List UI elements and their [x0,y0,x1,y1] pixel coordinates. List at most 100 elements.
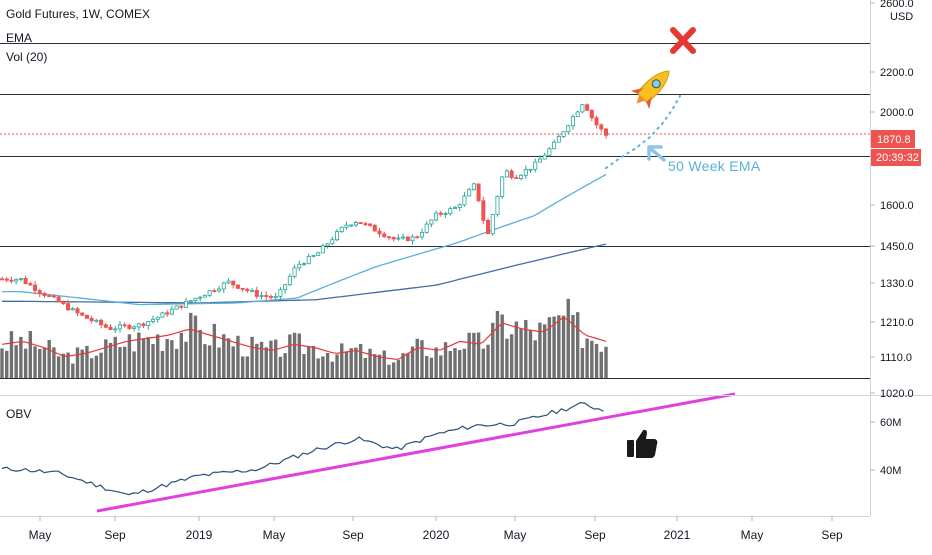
candle-body [198,296,203,299]
volume-bar [28,331,33,378]
candle-body [382,233,387,238]
candle-body [268,296,273,298]
volume-bar [519,328,523,378]
candle-body [476,183,481,202]
volume-bar [524,319,528,378]
volume-bar [47,339,51,378]
candle-body [368,223,373,226]
volume-bar [189,312,193,378]
candle-body [146,321,151,327]
volume-bar [217,347,221,378]
candle-body [424,223,429,233]
candle-body [9,279,14,282]
obv-trendline[interactable] [96,392,736,513]
horizontal-levels[interactable] [0,43,870,379]
candle-body [18,278,23,280]
volume-bar [66,352,70,378]
candle-body [325,243,330,247]
obv-legend[interactable]: OBV [6,407,32,421]
volume-bar [80,349,84,378]
candle-body [552,141,557,150]
price-tick-label: 1600.0 [880,200,914,212]
time-tick-label: May [29,528,52,542]
volume-bars [0,298,608,378]
price-tick-label: 1110.0 [880,352,912,364]
price-tick-label: 1020.0 [880,388,914,400]
candle-body [599,124,604,130]
candle-body [278,289,283,297]
candle-body [259,295,264,297]
price-tick-label: 1330.0 [880,278,914,290]
volume-bar [264,347,268,378]
candle-body [566,125,571,133]
volume-bar [547,317,552,378]
last-price-badge: 1870.8 20:39:32 [871,130,921,166]
candle-body [61,301,66,304]
volume-bar [307,346,311,378]
candle-body [70,308,75,311]
volume-bar [311,346,316,378]
candle-body [434,212,439,221]
volume-bar [38,349,42,378]
volume-bar [599,351,603,378]
volume-bar [231,346,235,378]
candle-body [169,308,174,315]
candle-body [542,154,547,160]
candle-body [448,208,453,214]
candle-body [320,245,325,254]
price-pane[interactable] [0,0,870,395]
candle-body [533,161,538,170]
volume-bar [132,351,136,378]
candle-body [363,223,368,225]
volume-bar [108,342,113,378]
obv-pane[interactable] [0,396,870,516]
candlesticks [0,103,609,334]
ema-legend[interactable]: EMA [6,31,33,45]
candle-body [462,195,467,206]
volume-bar [193,315,198,378]
candle-body [245,288,250,292]
volume-bar [118,347,122,378]
volume-bar [52,347,56,378]
time-axis[interactable]: May Sep 2019 May Sep 2020 May Sep 2021 May Sep [0,516,870,542]
volume-bar [23,348,28,378]
volume-bar [226,338,231,378]
candle-body [457,204,462,208]
volume-bar [415,338,419,378]
candle-body [231,280,236,286]
candle-body [23,278,28,284]
volume-bar [340,343,344,378]
candle-body [141,323,146,327]
volume-bar [61,353,66,378]
candle-body [165,312,170,315]
candle-body [113,328,118,331]
volume-bar [160,350,165,378]
volume-bar [207,345,212,378]
candle-body [273,296,278,298]
volume-bar [476,332,481,378]
candle-body [117,324,122,330]
candle-body [561,131,566,137]
candle-body [301,263,306,266]
volume-bar [448,351,452,378]
symbol-title[interactable]: Gold Futures, 1W, COMEX [6,7,151,21]
ema-200-line [2,243,607,304]
annotation-arrow [647,145,666,162]
candle-body [330,239,335,245]
candle-body [311,255,316,257]
volume-bar [429,357,434,378]
volume-bar [533,340,537,378]
candle-body [396,237,401,240]
volume-bar [302,353,306,378]
volume-bar [358,343,363,378]
volume-legend[interactable]: Vol (20) [6,50,48,64]
volume-bar [146,337,150,378]
volume-bar [424,355,429,378]
candle-body [585,104,590,111]
candle-body [486,219,491,235]
obv-tick-label: 60M [880,417,901,429]
ema-annotation-text: 50 Week EMA [668,158,761,174]
volume-bar [571,314,575,378]
